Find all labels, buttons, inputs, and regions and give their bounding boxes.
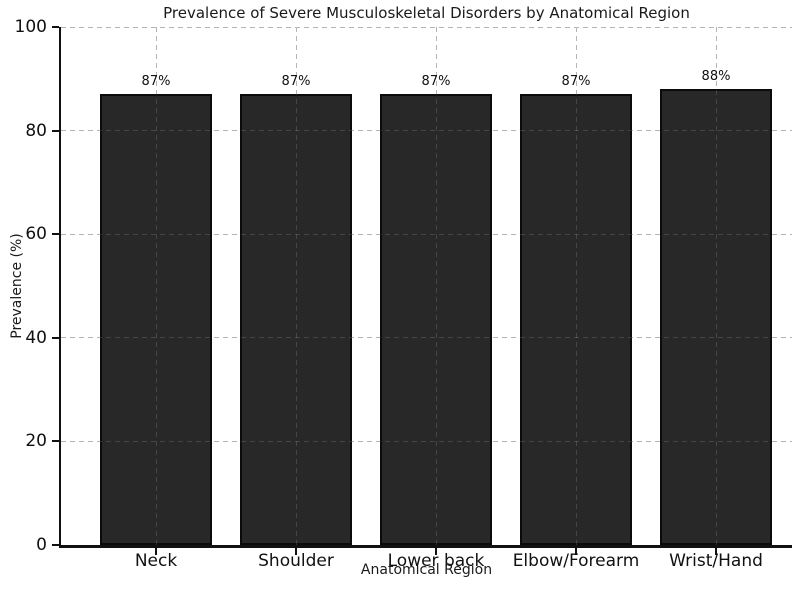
y-tick-20 (51, 440, 59, 443)
bar-neck (100, 94, 212, 545)
h-gridline-100 (61, 26, 792, 28)
plot-area (61, 26, 792, 545)
x-tick-1 (155, 547, 157, 555)
h-gridline-20 (61, 440, 792, 442)
bar-elbow-forearm (520, 94, 632, 545)
y-tick-100 (51, 26, 59, 28)
y-tick-label-20: 20 (25, 431, 47, 452)
x-tick-label-5: Wrist/Hand (669, 551, 763, 571)
y-tick-80 (51, 129, 59, 132)
y-tick-60 (51, 233, 59, 236)
v-gridline-3 (436, 27, 437, 545)
bar-value-label-5: 88% (701, 69, 731, 85)
y-tick-label-100: 100 (14, 17, 47, 37)
y-tick-label-40: 40 (25, 327, 47, 348)
x-tick-5 (715, 547, 717, 555)
x-axis-spine (58, 545, 792, 548)
bar-wrist-hand (660, 89, 772, 545)
y-axis-label: Prevalence (%) (9, 233, 25, 339)
bar-value-label-1: 87% (141, 74, 171, 90)
y-tick-40 (51, 336, 59, 339)
v-gridline-2 (296, 27, 297, 545)
x-tick-3 (435, 547, 437, 555)
x-axis-label: Anatomical Region (360, 562, 493, 578)
x-tick-label-2: Shoulder (258, 551, 334, 571)
y-tick-label-60: 60 (25, 224, 47, 245)
y-axis-spine (58, 27, 61, 548)
v-gridline-4 (576, 27, 577, 545)
h-gridline-100 (61, 26, 792, 28)
bar-value-label-3: 87% (421, 74, 451, 90)
x-tick-4 (575, 547, 577, 555)
bar-lower-back (380, 94, 492, 545)
x-tick-label-3: Lower back (387, 551, 485, 571)
y-tick-label-80: 80 (25, 120, 47, 141)
v-gridline-1 (156, 27, 157, 545)
bar-value-label-4: 87% (561, 74, 591, 90)
bar-value-label-2: 87% (281, 74, 311, 90)
x-tick-label-1: Neck (134, 551, 178, 571)
bar-shoulder (240, 94, 352, 545)
y-tick-label-0: 0 (36, 535, 47, 555)
v-gridline-5 (716, 27, 717, 545)
x-tick-2 (295, 547, 297, 555)
h-gridline-80 (61, 130, 792, 132)
y-tick-0 (51, 544, 59, 546)
x-tick-label-4: Elbow/Forearm (512, 551, 640, 571)
chart-title: Prevalence of Severe Musculoskeletal Dis… (163, 4, 690, 22)
h-gridline-60 (61, 233, 792, 235)
h-gridline-40 (61, 337, 792, 339)
